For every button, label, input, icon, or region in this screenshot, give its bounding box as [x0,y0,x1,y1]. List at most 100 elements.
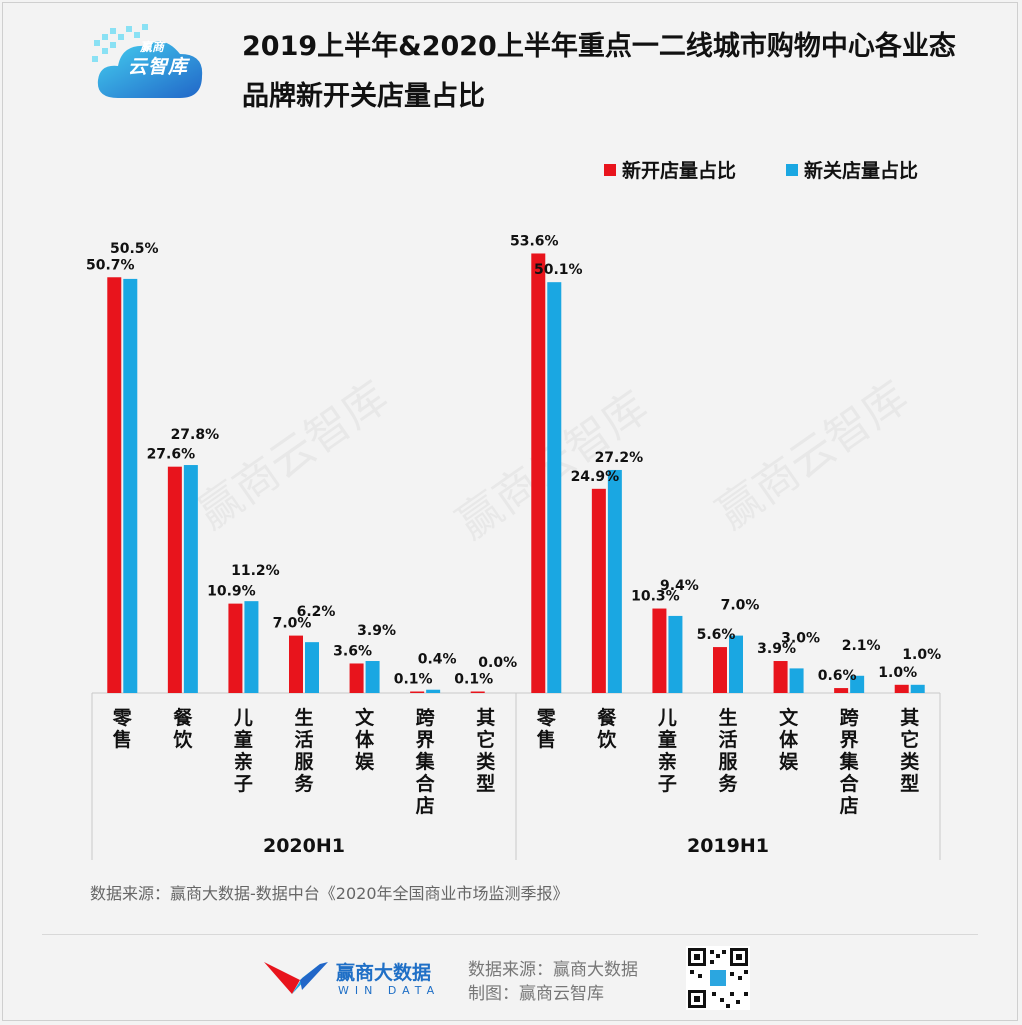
bar-open [834,688,849,693]
group-label: 2020H1 [263,835,345,857]
data-label-open: 3.9% [757,641,796,657]
category-label: 子 [234,773,253,795]
category-label: 合 [840,772,860,795]
category-label: 娱 [355,750,375,773]
category-label: 界 [840,729,859,751]
category-label: 其 [900,707,919,729]
category-label: 文 [779,706,799,729]
category-label: 饮 [596,728,617,751]
footer-maker-line: 制图：赢商云智库 [468,984,604,1004]
bar-close [547,282,562,693]
data-label-open: 10.3% [631,589,680,605]
category-label: 务 [718,772,738,795]
category-label: 跨 [840,707,860,729]
brand-cloud-logo [92,24,203,98]
bar-open [713,647,727,693]
data-label-close: 0.0% [478,655,517,671]
category-label: 界 [416,729,435,751]
category-label: 活 [718,728,737,751]
data-label-open: 0.1% [394,672,433,688]
category-label: 服 [718,751,738,773]
category-label: 儿 [233,707,253,729]
data-label-close: 27.8% [171,427,220,443]
category-label: 体 [355,728,375,751]
data-label-open: 0.1% [454,672,493,688]
qr-code-icon [686,946,750,1010]
category-label: 童 [234,728,253,751]
data-label-open: 10.9% [207,584,256,600]
data-label-close: 50.1% [534,262,583,278]
category-label: 它 [476,728,495,751]
bar-close [668,615,683,693]
data-label-close: 7.0% [721,598,760,614]
bar-close [910,684,925,693]
data-source-note: 数据来源：赢商大数据-数据中台《2020年全国商业市场监测季报》 [90,884,569,903]
bar-close [183,465,198,693]
category-label: 它 [900,728,919,751]
category-label: 合 [416,772,436,795]
bar-close [607,469,622,693]
bar-open [773,661,788,693]
logo-text: 云智库 [128,56,189,78]
data-label-close: 9.4% [660,578,699,594]
brand-subtitle: WIN DATA [338,984,441,997]
category-label: 零 [112,707,133,729]
bar-open [289,635,303,693]
legend-item-open: 新开店量占比 [604,156,736,183]
data-label-open: 27.6% [147,447,196,463]
footer-source-line: 数据来源：赢商大数据 [468,960,638,980]
category-label: 童 [658,728,677,751]
category-label: 跨 [416,707,436,729]
category-label: 活 [294,728,313,751]
legend-swatch-open [604,163,616,176]
bar-close [123,278,138,693]
data-label-open: 0.6% [818,668,857,684]
category-label: 务 [294,772,314,795]
category-label: 型 [900,772,919,795]
chart-title: 2019上半年&2020上半年重点一二线城市购物中心各业态 品牌新开关店量占比 [242,22,1012,122]
legend-swatch-close [786,163,798,176]
legend-label-close: 新关店量占比 [804,160,919,182]
bar-close [365,661,380,693]
bar-close [850,675,865,693]
category-label: 文 [355,706,375,729]
category-label: 服 [294,751,314,773]
data-label-open: 1.0% [878,665,917,681]
category-label: 体 [779,728,799,751]
category-label: 亲 [658,750,677,773]
category-label: 亲 [234,750,253,773]
footer-credits: 数据来源：赢商大数据 制图：赢商云智库 [468,958,638,1006]
category-label: 娱 [779,750,799,773]
data-label-close: 50.5% [110,241,159,257]
category-label: 生 [294,706,313,729]
legend-item-close: 新关店量占比 [786,156,918,183]
data-label-close: 11.2% [231,563,280,579]
data-label-close: 6.2% [297,604,336,620]
group-label: 2019H1 [687,835,769,857]
bar-close [305,642,319,693]
data-label-open: 50.7% [86,257,135,273]
bar-open [228,603,243,693]
bar-open [591,488,606,693]
data-label-close: 3.9% [357,623,396,639]
data-label-open: 53.6% [510,233,559,249]
bar-open [349,663,364,693]
bar-open [531,253,546,694]
logo-small-text: 赢商 [140,40,165,54]
category-label: 子 [658,773,677,795]
bar-open [652,608,667,693]
title-line-1: 2019上半年&2020上半年重点一二线城市购物中心各业态 [242,31,956,62]
category-label: 饮 [172,728,193,751]
data-label-close: 27.2% [595,450,644,466]
category-label: 其 [476,707,495,729]
bar-close [729,635,743,693]
data-label-close: 1.0% [902,647,941,663]
category-label: 型 [476,772,495,795]
bar-close [426,689,441,693]
category-label: 生 [718,706,737,729]
data-label-open: 5.6% [697,627,736,643]
category-label: 集 [415,750,436,773]
bar-close [789,668,804,693]
category-label: 类 [476,750,495,773]
bar-close [244,601,259,693]
